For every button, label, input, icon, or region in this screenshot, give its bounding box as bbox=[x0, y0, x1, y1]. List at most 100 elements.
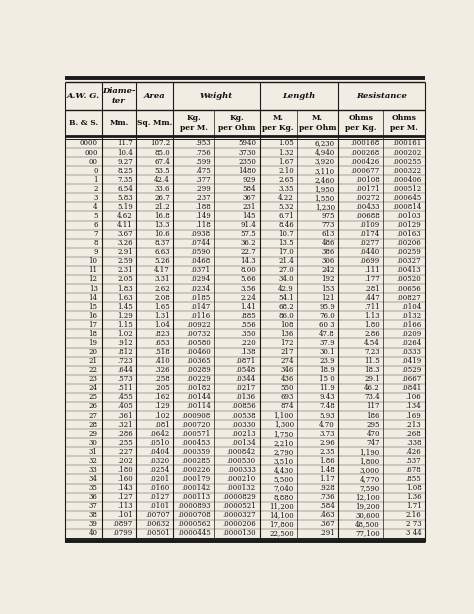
Text: 1: 1 bbox=[93, 176, 98, 184]
Text: 5.93: 5.93 bbox=[319, 411, 335, 419]
Text: 3.31: 3.31 bbox=[155, 276, 170, 284]
Text: .0000206: .0000206 bbox=[222, 520, 256, 528]
Text: .0897: .0897 bbox=[113, 520, 133, 528]
Text: 67.4: 67.4 bbox=[154, 158, 170, 166]
Text: 1.08: 1.08 bbox=[406, 484, 421, 492]
Text: .0132: .0132 bbox=[401, 312, 421, 320]
Text: 1.05: 1.05 bbox=[278, 139, 294, 147]
Text: 2,210: 2,210 bbox=[273, 439, 294, 447]
Text: .000530: .000530 bbox=[227, 457, 256, 465]
Text: 28: 28 bbox=[89, 421, 98, 429]
Text: .0468: .0468 bbox=[191, 257, 211, 265]
Text: .00413: .00413 bbox=[397, 266, 421, 274]
Text: .0000562: .0000562 bbox=[177, 520, 211, 528]
Text: Ohms
per M.: Ohms per M. bbox=[390, 114, 418, 131]
Text: 42.4: 42.4 bbox=[154, 176, 170, 184]
Text: .00501: .00501 bbox=[145, 529, 170, 537]
Text: .367: .367 bbox=[319, 520, 335, 528]
Text: .0841: .0841 bbox=[401, 384, 421, 392]
Text: 26.7: 26.7 bbox=[154, 194, 170, 202]
Text: 1.41: 1.41 bbox=[240, 303, 256, 311]
Text: Kg.
per Ohm: Kg. per Ohm bbox=[218, 114, 255, 131]
Text: .177: .177 bbox=[364, 276, 380, 284]
Text: 386: 386 bbox=[321, 248, 335, 256]
Text: 7,040: 7,040 bbox=[273, 484, 294, 492]
Text: .0000521: .0000521 bbox=[222, 502, 256, 510]
Text: 11.7: 11.7 bbox=[117, 139, 133, 147]
Text: 2.59: 2.59 bbox=[117, 257, 133, 265]
Text: .000255: .000255 bbox=[392, 158, 421, 166]
Text: .0938: .0938 bbox=[191, 230, 211, 238]
Text: 1,100: 1,100 bbox=[273, 411, 294, 419]
Text: 23.9: 23.9 bbox=[319, 357, 335, 365]
Text: 2.24: 2.24 bbox=[240, 293, 256, 301]
Text: 76.0: 76.0 bbox=[319, 312, 335, 320]
Text: 5.19: 5.19 bbox=[117, 203, 133, 211]
Text: 73.4: 73.4 bbox=[364, 394, 380, 402]
Text: .00272: .00272 bbox=[355, 194, 380, 202]
Text: .00520: .00520 bbox=[397, 276, 421, 284]
Text: 18: 18 bbox=[89, 330, 98, 338]
Text: 1.29: 1.29 bbox=[117, 312, 133, 320]
Text: 12: 12 bbox=[89, 276, 98, 284]
Text: 2.35: 2.35 bbox=[319, 448, 335, 456]
Text: .111: .111 bbox=[364, 266, 380, 274]
Text: 10.6: 10.6 bbox=[154, 230, 170, 238]
Text: .118: .118 bbox=[195, 221, 211, 229]
Text: .361: .361 bbox=[117, 411, 133, 419]
Text: 25: 25 bbox=[89, 394, 98, 402]
Text: 2.86: 2.86 bbox=[364, 330, 380, 338]
Text: .000406: .000406 bbox=[392, 176, 421, 184]
Text: M.
per Ohm: M. per Ohm bbox=[299, 114, 336, 131]
Text: 0: 0 bbox=[93, 166, 98, 174]
Text: .723: .723 bbox=[117, 357, 133, 365]
Text: .000113: .000113 bbox=[182, 493, 211, 501]
Text: 3,110: 3,110 bbox=[315, 166, 335, 174]
Text: .00103: .00103 bbox=[397, 212, 421, 220]
Text: 1,230: 1,230 bbox=[315, 203, 335, 211]
Text: 874: 874 bbox=[281, 402, 294, 410]
Text: 3730: 3730 bbox=[238, 149, 256, 157]
Text: .00433: .00433 bbox=[356, 203, 380, 211]
Text: .0254: .0254 bbox=[150, 466, 170, 474]
Text: 8.25: 8.25 bbox=[117, 166, 133, 174]
Text: .101: .101 bbox=[117, 511, 133, 519]
Text: 242: 242 bbox=[321, 266, 335, 274]
Text: Resistance: Resistance bbox=[356, 92, 407, 100]
Text: 000: 000 bbox=[84, 149, 98, 157]
Text: 2.62: 2.62 bbox=[154, 284, 170, 292]
Text: 693: 693 bbox=[281, 394, 294, 402]
Text: A.W. G.: A.W. G. bbox=[67, 92, 100, 100]
Text: .0116: .0116 bbox=[191, 312, 211, 320]
Text: 17: 17 bbox=[89, 321, 98, 329]
Text: 1.02: 1.02 bbox=[117, 330, 133, 338]
Text: 231: 231 bbox=[243, 203, 256, 211]
Text: .0744: .0744 bbox=[191, 239, 211, 247]
Text: .0000829: .0000829 bbox=[222, 493, 256, 501]
Text: 9.27: 9.27 bbox=[117, 158, 133, 166]
Text: .350: .350 bbox=[240, 330, 256, 338]
Text: .00460: .00460 bbox=[186, 348, 211, 356]
Text: 1.48: 1.48 bbox=[319, 466, 335, 474]
Text: 3.35: 3.35 bbox=[278, 185, 294, 193]
Text: 21.2: 21.2 bbox=[154, 203, 170, 211]
Text: 3.26: 3.26 bbox=[117, 239, 133, 247]
Text: .885: .885 bbox=[240, 312, 256, 320]
Text: 186: 186 bbox=[366, 411, 380, 419]
Text: .0510: .0510 bbox=[150, 439, 170, 447]
Text: 6: 6 bbox=[93, 221, 98, 229]
Text: 1.04: 1.04 bbox=[154, 321, 170, 329]
Text: .180: .180 bbox=[117, 466, 133, 474]
Text: .0185: .0185 bbox=[191, 293, 211, 301]
Text: .162: .162 bbox=[154, 394, 170, 402]
Text: 6.71: 6.71 bbox=[278, 212, 294, 220]
Text: 7: 7 bbox=[93, 230, 98, 238]
Text: 929: 929 bbox=[242, 176, 256, 184]
Text: 4,770: 4,770 bbox=[360, 475, 380, 483]
Text: .000226: .000226 bbox=[182, 466, 211, 474]
Text: 550: 550 bbox=[281, 384, 294, 392]
Text: 8.37: 8.37 bbox=[155, 239, 170, 247]
Text: 1.17: 1.17 bbox=[319, 475, 335, 483]
Text: 975: 975 bbox=[321, 212, 335, 220]
Text: .000908: .000908 bbox=[182, 411, 211, 419]
